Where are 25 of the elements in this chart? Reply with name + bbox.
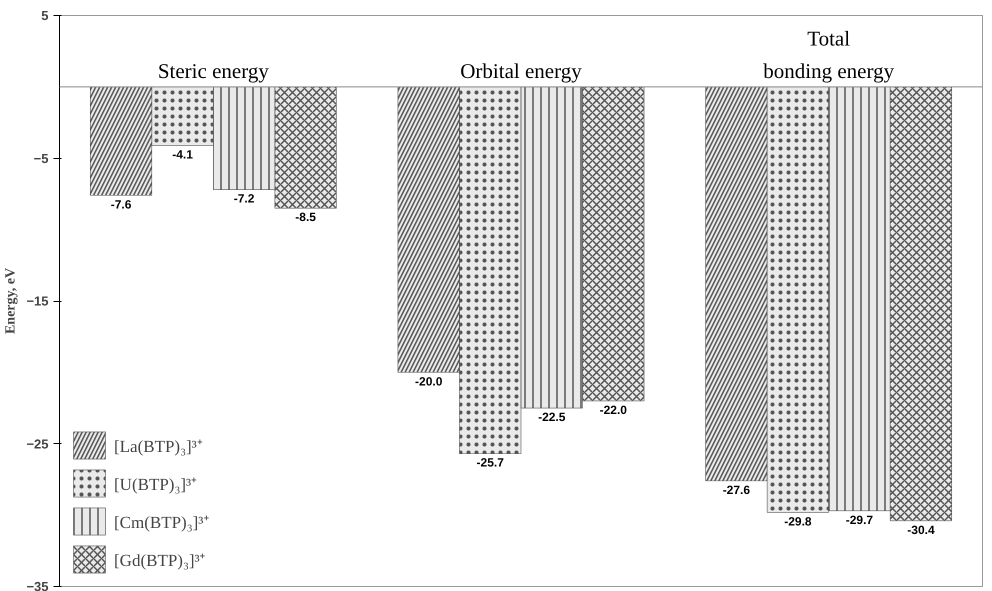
data-label: -29.8 [784,514,812,528]
y-axis-title: Energy, eV [3,268,18,334]
y-tick-label: −15 [26,294,49,308]
data-label: -30.4 [907,522,935,537]
data-label: -4.1 [172,147,194,162]
legend-label: [La(BTP)₃]³⁺ [114,436,203,456]
y-tick-label: −5 [34,150,49,166]
y-tick-label: −35 [26,579,49,591]
data-label: -20.0 [415,374,443,388]
data-label: -7.6 [110,197,132,212]
x-tick-label: Orbital energy [460,58,582,83]
data-label: -22.5 [538,410,566,424]
legend-label: [Cm(BTP)₃]³⁺ [114,512,210,532]
data-label: -29.7 [846,512,874,527]
y-tick-label: −25 [26,436,49,452]
legend-label: [U(BTP)₃]³⁺ [114,474,198,494]
legend-label: [Gd(BTP)₃]³⁺ [114,550,206,570]
y-tick-label: 5 [41,8,49,23]
data-label: -25.7 [476,456,504,470]
data-label: -22.0 [600,402,628,417]
data-label: -8.5 [295,210,316,224]
data-label: -7.2 [234,192,255,206]
x-tick-label: Steric energy [158,58,270,83]
x-tick-label: Total bonding energy [763,26,895,83]
data-label: -27.6 [722,482,750,497]
